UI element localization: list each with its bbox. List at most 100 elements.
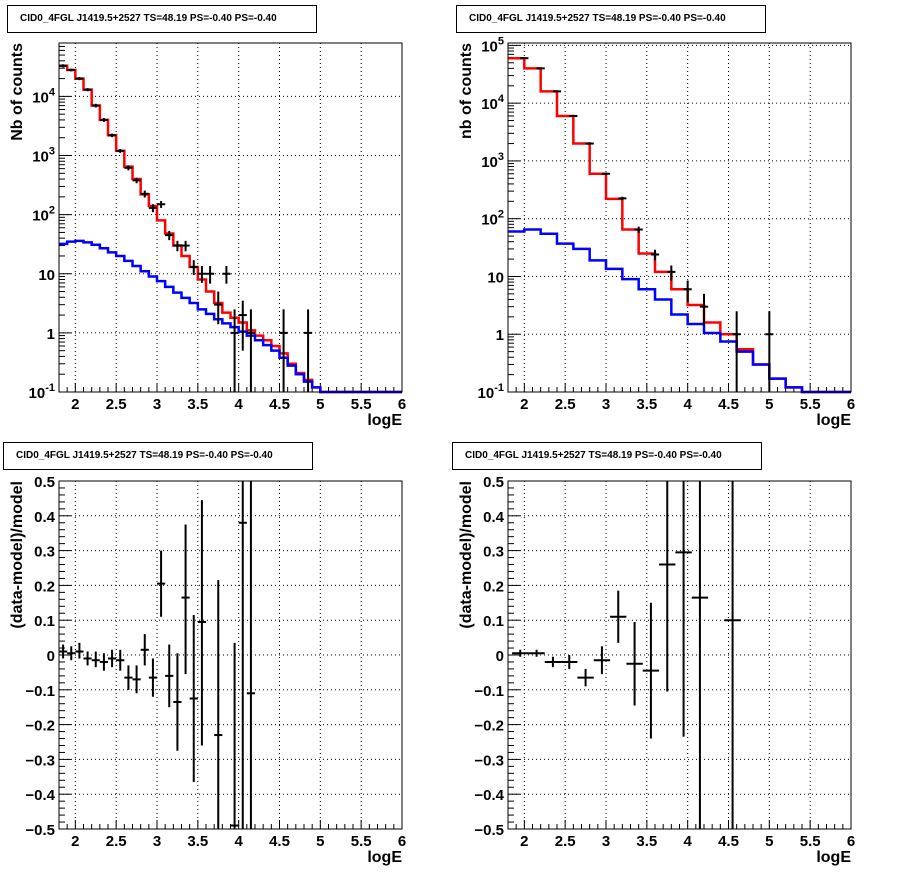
y-tick-label: −0.5 xyxy=(474,822,504,839)
x-tick-label: 6 xyxy=(398,396,406,413)
x-axis-label: logE xyxy=(816,412,851,429)
chart-title: CID0_4FGL J1419.5+2527 TS=48.19 PS=-0.40… xyxy=(7,5,317,33)
grid xyxy=(508,481,851,829)
x-tick-label: 3.5 xyxy=(636,833,657,850)
x-tick-label: 4.5 xyxy=(269,396,290,413)
data-point xyxy=(214,291,223,325)
data-point xyxy=(279,309,288,392)
chart-title: CID0_4FGL J1419.5+2527 TS=48.19 PS=-0.40… xyxy=(456,5,766,33)
data-point xyxy=(659,481,676,692)
data-point xyxy=(246,481,255,829)
data-point xyxy=(512,649,529,657)
data-point xyxy=(116,148,125,153)
y-tick-label: 102 xyxy=(32,205,55,225)
x-tick-label: 2 xyxy=(520,833,528,850)
data-point xyxy=(124,165,133,171)
x-tick-label: 2.5 xyxy=(106,396,127,413)
data-point xyxy=(206,266,215,284)
grid xyxy=(508,43,851,392)
y-tick-label: 0.1 xyxy=(34,613,55,630)
data-point xyxy=(577,668,594,687)
x-tick-label: 5 xyxy=(316,833,324,850)
y-tick-label: 105 xyxy=(481,35,504,55)
y-tick-label: −0.1 xyxy=(25,683,55,700)
x-tick-label: 3.5 xyxy=(187,833,208,850)
data-point xyxy=(528,649,545,657)
y-tick-label: −0.2 xyxy=(25,718,55,735)
data-points xyxy=(512,481,741,829)
x-tick-label: 5.5 xyxy=(800,833,821,850)
histogram-series xyxy=(508,228,851,394)
data-point xyxy=(667,265,676,281)
data-point xyxy=(75,642,84,659)
data-point xyxy=(116,649,125,671)
x-axis-label: logE xyxy=(367,412,402,429)
x-tick-label: 2.5 xyxy=(555,396,576,413)
data-point xyxy=(699,293,709,326)
x-tick-label: 6 xyxy=(847,396,855,413)
x-tick-label: 3 xyxy=(602,396,610,413)
data-point xyxy=(634,226,643,233)
data-point xyxy=(181,524,190,675)
histogram-series xyxy=(59,239,402,394)
data-point xyxy=(246,309,255,392)
y-tick-label: 0.3 xyxy=(483,544,504,561)
data-point xyxy=(230,309,239,392)
y-tick-label: −0.3 xyxy=(474,752,504,769)
data-point xyxy=(132,177,141,184)
x-tick-label: 4.5 xyxy=(718,833,739,850)
y-axis-label: Nb of counts xyxy=(9,43,26,141)
y-tick-label: 103 xyxy=(32,146,55,166)
data-point xyxy=(197,500,206,746)
y-tick-label: 0.3 xyxy=(34,544,55,561)
x-tick-label: 4 xyxy=(683,833,692,850)
y-tick-label: 10 xyxy=(38,267,55,284)
y-tick-label: 0.5 xyxy=(483,474,504,491)
histogram-series xyxy=(59,64,402,394)
data-point xyxy=(601,172,611,176)
data-point xyxy=(691,481,709,829)
chart-title: CID0_4FGL J1419.5+2527 TS=48.19 PS=-0.40… xyxy=(3,442,313,470)
data-point xyxy=(165,230,174,241)
data-point xyxy=(148,204,157,213)
x-tick-label: 5.5 xyxy=(351,396,372,413)
x-tick-label: 5 xyxy=(765,396,773,413)
y-tick-label: 10 xyxy=(487,269,504,286)
histogram-series xyxy=(508,56,851,394)
data-point xyxy=(197,266,206,283)
data-points xyxy=(520,57,774,392)
data-point xyxy=(230,642,239,829)
x-tick-label: 5 xyxy=(765,833,773,850)
data-point xyxy=(650,249,660,261)
data-point xyxy=(304,309,313,392)
x-tick-label: 4.5 xyxy=(718,396,739,413)
chart-title: CID0_4FGL J1419.5+2527 TS=48.19 PS=-0.40… xyxy=(452,442,762,470)
data-point xyxy=(642,602,660,739)
data-point xyxy=(626,621,643,706)
data-point xyxy=(536,67,545,70)
y-tick-label: −0.4 xyxy=(25,787,55,804)
axis-ticks xyxy=(58,42,403,393)
data-point xyxy=(238,300,247,351)
data-point xyxy=(569,114,578,117)
x-tick-label: 3.5 xyxy=(187,396,208,413)
x-axis-label: logE xyxy=(367,849,402,866)
x-tick-label: 6 xyxy=(398,833,406,850)
y-tick-label: 1 xyxy=(496,327,504,344)
y-tick-label: 10-1 xyxy=(478,382,504,402)
x-tick-label: 5.5 xyxy=(800,396,821,413)
data-point xyxy=(724,481,741,829)
y-axis-label: (data-model)/model xyxy=(9,481,26,629)
x-tick-label: 3 xyxy=(153,833,161,850)
data-point xyxy=(148,658,157,697)
data-point xyxy=(157,550,166,617)
data-point xyxy=(124,665,133,690)
y-tick-label: −0.2 xyxy=(474,718,504,735)
y-axis-label: (data-model)/model xyxy=(458,481,475,629)
x-tick-label: 6 xyxy=(847,833,855,850)
data-point xyxy=(108,133,117,138)
data-points xyxy=(59,481,255,829)
data-point xyxy=(91,651,100,668)
x-tick-label: 5.5 xyxy=(351,833,372,850)
x-tick-label: 2 xyxy=(520,396,528,413)
